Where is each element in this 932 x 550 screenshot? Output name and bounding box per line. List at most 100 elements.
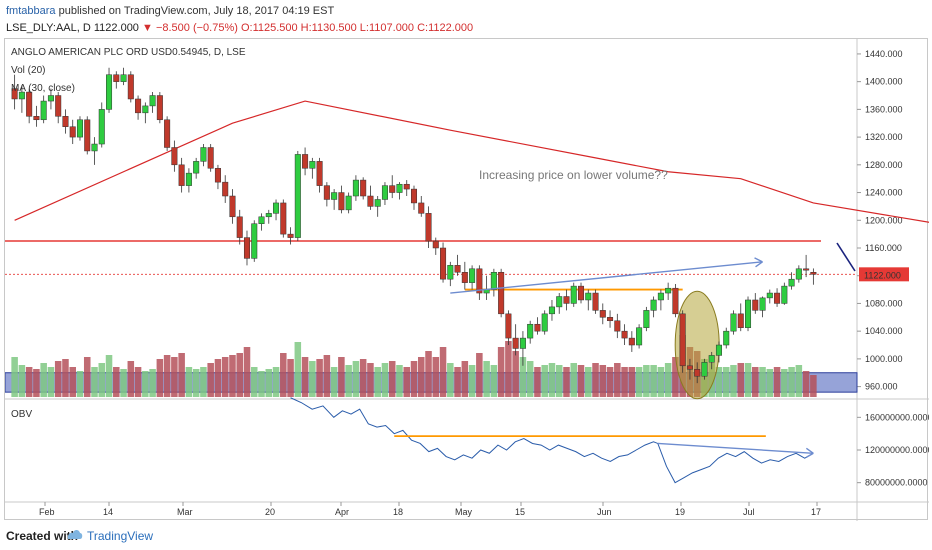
volume-bar — [635, 367, 643, 397]
candle-body — [360, 179, 367, 197]
candle-body — [171, 147, 178, 166]
published-text: published on TradingView.com, July 18, 2… — [58, 5, 335, 17]
volume-bar — [120, 369, 127, 397]
volume-bar — [788, 367, 795, 397]
volume-bar — [672, 357, 679, 397]
candle-body — [302, 154, 309, 169]
main-chart-title: ANGLO AMERICAN PLC ORD USD0.54945, D, LS… — [11, 47, 246, 58]
candle-body — [643, 310, 650, 328]
author-link[interactable]: fmtabbara — [6, 5, 56, 17]
candle-body — [265, 213, 272, 218]
y-tick-label: 1200.000 — [865, 215, 903, 225]
candle-body — [55, 95, 62, 117]
candle-body — [469, 268, 476, 283]
volume-bar — [367, 363, 374, 397]
volume-bar — [250, 367, 258, 397]
x-tick-label: Apr — [335, 507, 349, 517]
tradingview-logo-icon[interactable] — [66, 527, 84, 546]
volume-bar — [752, 367, 759, 397]
volume-bar — [802, 371, 810, 397]
candle-body — [498, 271, 505, 315]
candle-body — [577, 285, 585, 301]
candle-body — [403, 183, 410, 190]
symbol-line: LSE_DLY:AAL, D 1122.000 ▼ −8.500 (−0.75%… — [6, 22, 473, 34]
candle-body — [752, 299, 759, 311]
candle-body — [193, 161, 200, 174]
y-tick-label: 1320.000 — [865, 132, 903, 142]
volume-bar — [570, 363, 578, 397]
candle-body — [418, 202, 425, 214]
volume-bar — [316, 359, 323, 397]
y-tick-label: 1080.000 — [865, 298, 903, 308]
candle-body — [214, 168, 221, 183]
candle-body — [120, 74, 127, 82]
candle-body — [541, 313, 548, 332]
volume-bar — [737, 363, 745, 397]
candle-body — [323, 185, 330, 200]
volume-bar — [621, 367, 628, 397]
chart-canvas[interactable]: 1440.000 1400.000 1360.000 1320.000 1280.000… — [5, 39, 929, 521]
volume-bar — [272, 367, 280, 397]
candle-body — [650, 299, 657, 311]
volume-bar — [628, 367, 636, 397]
volume-bar — [599, 365, 607, 397]
candle-body — [69, 126, 76, 138]
volume-bar — [490, 365, 498, 397]
volume-bar — [229, 355, 236, 397]
volume-bar — [526, 361, 534, 397]
candle-body — [723, 330, 730, 346]
volume-bar — [265, 369, 273, 397]
volume-bar — [403, 367, 411, 397]
candle-body — [505, 313, 512, 339]
candle-body — [556, 296, 563, 308]
candle-body — [701, 362, 708, 377]
candle-body — [258, 216, 265, 224]
x-tick-label: Mar — [177, 507, 193, 517]
candle-body — [396, 183, 403, 193]
candle-body — [447, 265, 454, 280]
candle-body — [614, 320, 621, 332]
candle-body — [592, 292, 599, 311]
volume-bar — [541, 365, 548, 397]
volume-bar — [258, 371, 265, 397]
x-tick-label: 15 — [515, 507, 525, 517]
volume-bar — [40, 363, 47, 397]
volume-bar — [374, 367, 381, 397]
tradingview-brand[interactable]: TradingView — [87, 529, 154, 543]
candle-body — [200, 147, 207, 162]
candle-body — [156, 95, 163, 121]
navy-down-line — [836, 242, 856, 272]
candle-body — [745, 299, 752, 328]
candle-body — [26, 91, 33, 117]
volume-bar — [243, 347, 251, 397]
volume-bar — [309, 361, 316, 397]
volume-bar — [156, 359, 164, 397]
obv-y-tick-label: 120000000.0000 — [865, 445, 929, 455]
volume-bar — [497, 347, 505, 397]
candle-body — [222, 181, 229, 197]
candle-body — [84, 119, 91, 152]
volume-bar — [555, 365, 563, 397]
created-with-text: Created with — [6, 529, 79, 543]
candle-body — [672, 287, 679, 315]
volume-bar — [178, 353, 185, 397]
volume-bar — [113, 367, 120, 397]
candle-body — [563, 296, 570, 304]
candle-body — [98, 109, 105, 145]
x-tick-label: Feb — [39, 507, 55, 517]
chart-frame[interactable]: 1440.000 1400.000 1360.000 1320.000 1280.000… — [4, 38, 929, 521]
ohlc-text: O:1125.500 H:1130.500 L:1107.000 C:1122.… — [240, 22, 474, 34]
volume-bar — [781, 369, 788, 397]
volume-bar — [301, 357, 309, 397]
volume-bar — [200, 367, 207, 397]
x-tick-label: Jun — [597, 507, 612, 517]
candle-body — [490, 271, 497, 290]
annotation-text: Increasing price on lower volume?? — [479, 168, 668, 182]
candle-body — [628, 337, 635, 346]
volume-bar — [614, 363, 621, 397]
candle-body — [142, 105, 149, 114]
volume-bar — [643, 365, 650, 397]
volume-bar — [766, 369, 774, 397]
candle-body — [410, 188, 418, 204]
y-tick-label: 1040.000 — [865, 326, 903, 336]
